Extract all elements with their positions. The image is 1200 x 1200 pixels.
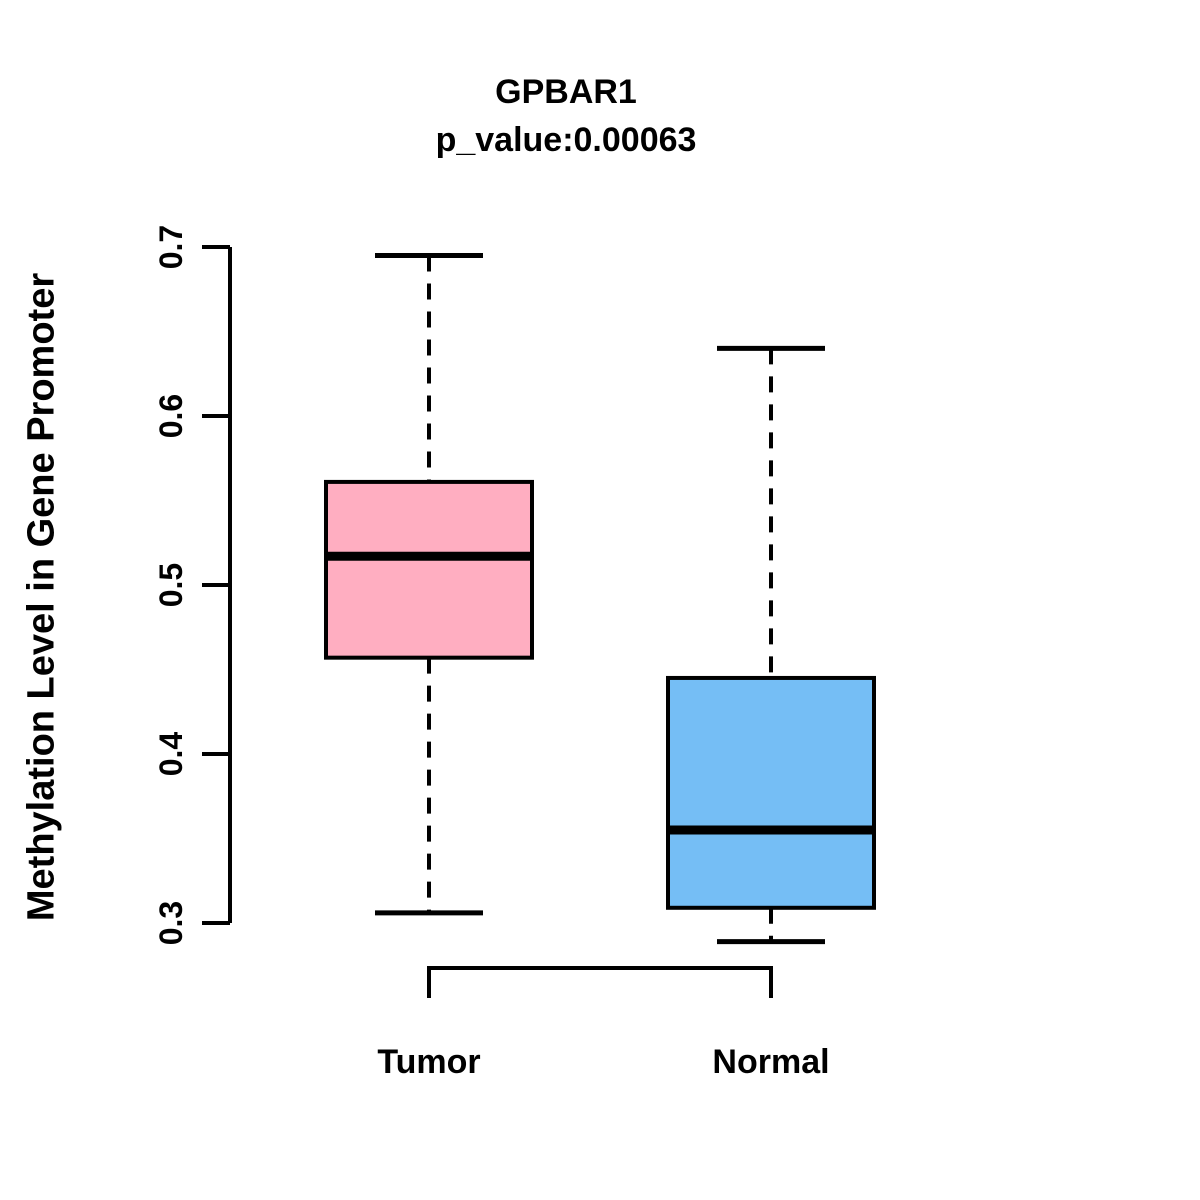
x-axis-category-label: Tumor — [377, 1043, 480, 1081]
tumor-box — [324, 479, 534, 660]
y-axis-tick-label: 0.5 — [153, 563, 189, 607]
y-axis-tick-label: 0.4 — [153, 732, 189, 777]
normal-box — [666, 675, 876, 910]
chart-title: GPBAR1 — [495, 73, 637, 111]
x-axis-line — [427, 966, 773, 998]
chart-subtitle: p_value:0.00063 — [435, 121, 697, 159]
y-axis-tick-label: 0.6 — [153, 394, 189, 438]
x-axis-category-label: Normal — [712, 1043, 829, 1081]
y-axis-tick-label: 0.3 — [153, 901, 189, 945]
chart-title-block: GPBAR1 p_value:0.00063 — [436, 68, 697, 164]
y-axis-tick-label: 0.7 — [153, 225, 189, 269]
